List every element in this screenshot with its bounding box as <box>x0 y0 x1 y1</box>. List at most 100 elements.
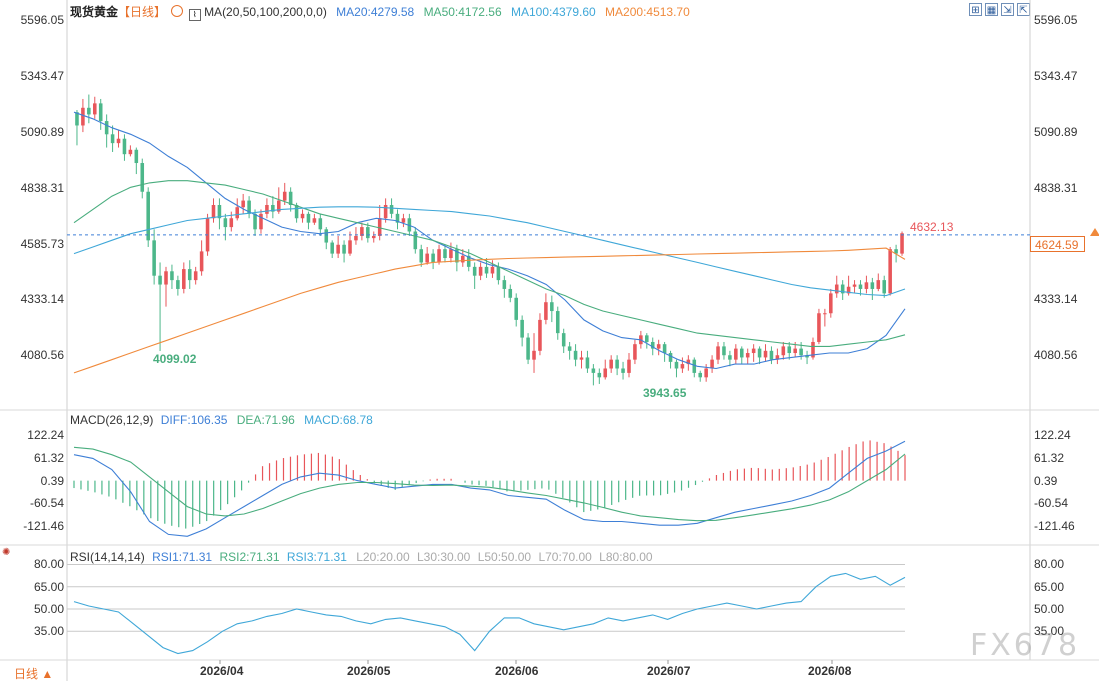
ma100-line <box>73 206 906 297</box>
candle-body <box>211 205 216 219</box>
candle-body <box>662 344 667 354</box>
candle-body <box>597 372 602 378</box>
candle-body <box>739 348 744 358</box>
candle-body <box>882 280 887 294</box>
candle-body <box>128 149 133 155</box>
rsi-l70: L70:70.00 <box>538 550 592 564</box>
candle-body <box>704 368 708 378</box>
candle-body <box>176 280 180 289</box>
candle-body <box>888 249 892 294</box>
candle-body <box>550 302 554 312</box>
candle-body <box>116 138 121 144</box>
candle-body <box>775 355 780 360</box>
candle-body <box>852 284 857 287</box>
indicator-icon[interactable]: ⌇ <box>188 9 201 21</box>
rsi-name[interactable]: RSI(14,14,14) <box>70 550 145 564</box>
candle-body <box>508 288 513 298</box>
candle-body <box>300 213 305 219</box>
candle-body <box>87 107 91 115</box>
candle-body <box>496 266 501 281</box>
period-button[interactable]: 日线 ▲ <box>14 667 54 681</box>
rsi3-value: RSI3:71.31 <box>286 550 347 564</box>
candle-body <box>514 297 518 320</box>
x-tick: 2026/04 <box>200 664 244 678</box>
candle-body <box>377 218 382 236</box>
ma50-value: MA50:4172.56 <box>423 5 502 19</box>
candle-body <box>389 205 394 214</box>
candle-body <box>846 286 851 294</box>
y-tick-label: 4838.31 <box>1034 180 1078 195</box>
ma100-value: MA100:4379.60 <box>510 5 596 19</box>
candle-body <box>858 284 863 289</box>
candle-body <box>158 275 162 285</box>
candle-body <box>152 240 156 276</box>
candle-body <box>92 103 97 115</box>
y-tick-label: 5090.89 <box>20 124 64 139</box>
candle-body <box>793 348 797 354</box>
candle-body <box>229 218 234 228</box>
grid-icon[interactable]: ▦ <box>985 3 998 16</box>
macd-tick-label: 61.32 <box>1034 450 1065 465</box>
candle-body <box>698 372 702 378</box>
candle-body <box>336 244 340 254</box>
candle-body <box>799 348 803 356</box>
candle-body <box>894 249 898 254</box>
current-price-label: 4624.59 <box>1035 238 1079 252</box>
candle-body <box>834 284 839 294</box>
symbol-name[interactable]: 现货黄金 <box>70 5 119 19</box>
candle-body <box>271 205 275 212</box>
target-icon[interactable] <box>171 5 184 17</box>
zoom-in-icon[interactable]: ⊞ <box>969 3 982 16</box>
candle-body <box>526 337 530 360</box>
period-label[interactable]: 【日线】 <box>118 5 167 19</box>
y-tick-label: 4080.56 <box>1034 348 1078 363</box>
candle-body <box>134 149 139 164</box>
candle-body <box>585 357 590 369</box>
candle-body <box>449 249 453 259</box>
candle-body <box>538 319 542 351</box>
rsi-l80: L80:80.00 <box>599 550 653 564</box>
candle-body <box>478 266 483 276</box>
macd-name[interactable]: MACD(26,12,9) <box>70 413 154 427</box>
candle-body <box>182 269 186 289</box>
candle-body <box>371 235 376 239</box>
settings-icon[interactable]: ✺ <box>2 547 11 558</box>
candle-body <box>466 255 471 267</box>
macd-tick-label: -121.46 <box>1034 518 1075 533</box>
candle-body <box>472 266 477 276</box>
watermark: FX678 <box>970 628 1081 663</box>
candle-body <box>122 138 127 155</box>
candle-body <box>81 107 85 126</box>
rsi-tick-label: 35.00 <box>33 624 64 639</box>
y-tick-label: 5596.05 <box>20 13 64 28</box>
price-series <box>67 94 1030 386</box>
y-tick-label: 4838.31 <box>20 180 64 195</box>
candle-body <box>561 333 566 347</box>
expand-icon[interactable]: ⇲ <box>1001 3 1014 16</box>
candle-body <box>787 346 792 354</box>
candle-body <box>745 353 750 358</box>
candle-body <box>217 205 222 219</box>
y-tick-label: 4333.14 <box>1034 292 1078 307</box>
candle-body <box>621 368 625 373</box>
candle-body <box>484 266 489 274</box>
macd-tick-label: -60.54 <box>29 496 64 511</box>
price-marker-icon <box>1090 228 1099 236</box>
rsi1-value: RSI1:71.31 <box>152 550 213 564</box>
candle-body <box>532 350 536 360</box>
candle-body <box>864 282 869 289</box>
candle-body <box>455 249 459 263</box>
candle-body <box>383 205 388 219</box>
candle-body <box>840 284 845 294</box>
candle-body <box>247 200 251 214</box>
rsi-line <box>73 572 906 655</box>
candle-body <box>110 134 115 144</box>
candle-body <box>437 249 441 263</box>
candle-body <box>650 341 655 349</box>
candle-body <box>603 368 608 378</box>
candle-body <box>277 200 281 212</box>
candle-body <box>146 191 150 241</box>
candle-body <box>98 103 103 122</box>
ma50-line <box>73 180 906 347</box>
